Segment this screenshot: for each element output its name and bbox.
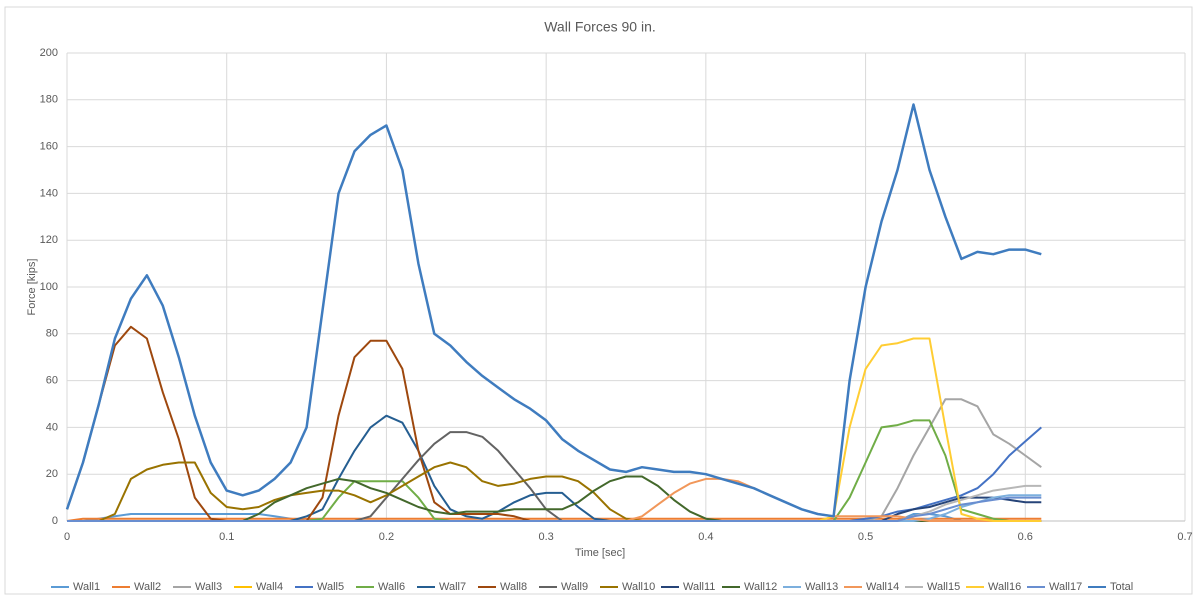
series-line <box>65 103 1042 518</box>
legend-label: Wall9 <box>561 581 588 593</box>
legend-label: Wall6 <box>378 581 405 593</box>
y-tick-label: 200 <box>40 47 58 59</box>
y-tick-label: 120 <box>40 234 58 246</box>
y-tick-label: 60 <box>46 375 58 387</box>
y-tick-label: 20 <box>46 468 58 480</box>
x-tick-label: 0.6 <box>1018 531 1033 543</box>
x-tick-label: 0.1 <box>219 531 234 543</box>
legend-label: Wall12 <box>744 581 777 593</box>
x-tick-label: 0.5 <box>858 531 873 543</box>
y-tick-label: 100 <box>40 281 58 293</box>
legend-label: Wall3 <box>195 581 222 593</box>
y-axis-label: Force [kips] <box>26 259 38 316</box>
legend-label: Wall11 <box>683 581 715 593</box>
x-tick-label: 0.3 <box>538 531 553 543</box>
legend-label: Wall16 <box>988 581 1021 593</box>
y-tick-label: 180 <box>40 94 58 106</box>
x-tick-label: 0.7 <box>1177 531 1192 543</box>
y-tick-label: 40 <box>46 421 58 433</box>
y-tick-label: 160 <box>40 141 58 153</box>
series-line <box>67 496 1042 522</box>
x-tick-label: 0.2 <box>379 531 394 543</box>
legend-label: Wall5 <box>317 581 344 593</box>
legend-label: Wall4 <box>256 581 283 593</box>
chart-frame <box>4 6 1193 595</box>
legend-label: Wall7 <box>439 581 466 593</box>
x-tick-label: 0 <box>64 531 70 543</box>
legend-label: Wall2 <box>134 581 161 593</box>
legend-label: Wall14 <box>866 581 899 593</box>
y-tick-label: 0 <box>52 515 58 527</box>
legend-label: Wall1 <box>73 581 100 593</box>
legend-label: Wall17 <box>1049 581 1082 593</box>
legend-label: Wall15 <box>927 581 960 593</box>
y-tick-label: 80 <box>46 328 58 340</box>
x-axis-label: Time [sec] <box>575 547 625 559</box>
legend-label: Wall13 <box>805 581 838 593</box>
series-line <box>66 517 1042 522</box>
legend-label: Wall10 <box>622 581 655 593</box>
legend-label: Wall8 <box>500 581 527 593</box>
y-tick-label: 140 <box>40 187 58 199</box>
x-tick-label: 0.4 <box>698 531 713 543</box>
chart-title: Wall Forces 90 in. <box>544 19 656 35</box>
legend-label: Total <box>1110 581 1133 593</box>
